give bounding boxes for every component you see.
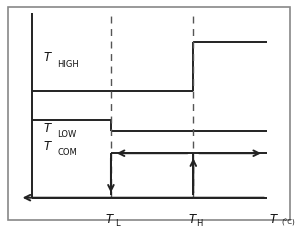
Text: T: T bbox=[106, 213, 113, 226]
Text: T: T bbox=[188, 213, 195, 226]
Text: (°C): (°C) bbox=[281, 219, 295, 226]
Text: H: H bbox=[196, 219, 203, 228]
Text: T: T bbox=[270, 213, 277, 226]
Text: T: T bbox=[43, 122, 50, 135]
Text: COM: COM bbox=[57, 148, 77, 157]
Text: HIGH: HIGH bbox=[57, 60, 79, 69]
Text: L: L bbox=[115, 219, 120, 228]
Text: LOW: LOW bbox=[57, 130, 76, 139]
Text: T: T bbox=[43, 140, 50, 153]
Text: T: T bbox=[43, 51, 50, 64]
